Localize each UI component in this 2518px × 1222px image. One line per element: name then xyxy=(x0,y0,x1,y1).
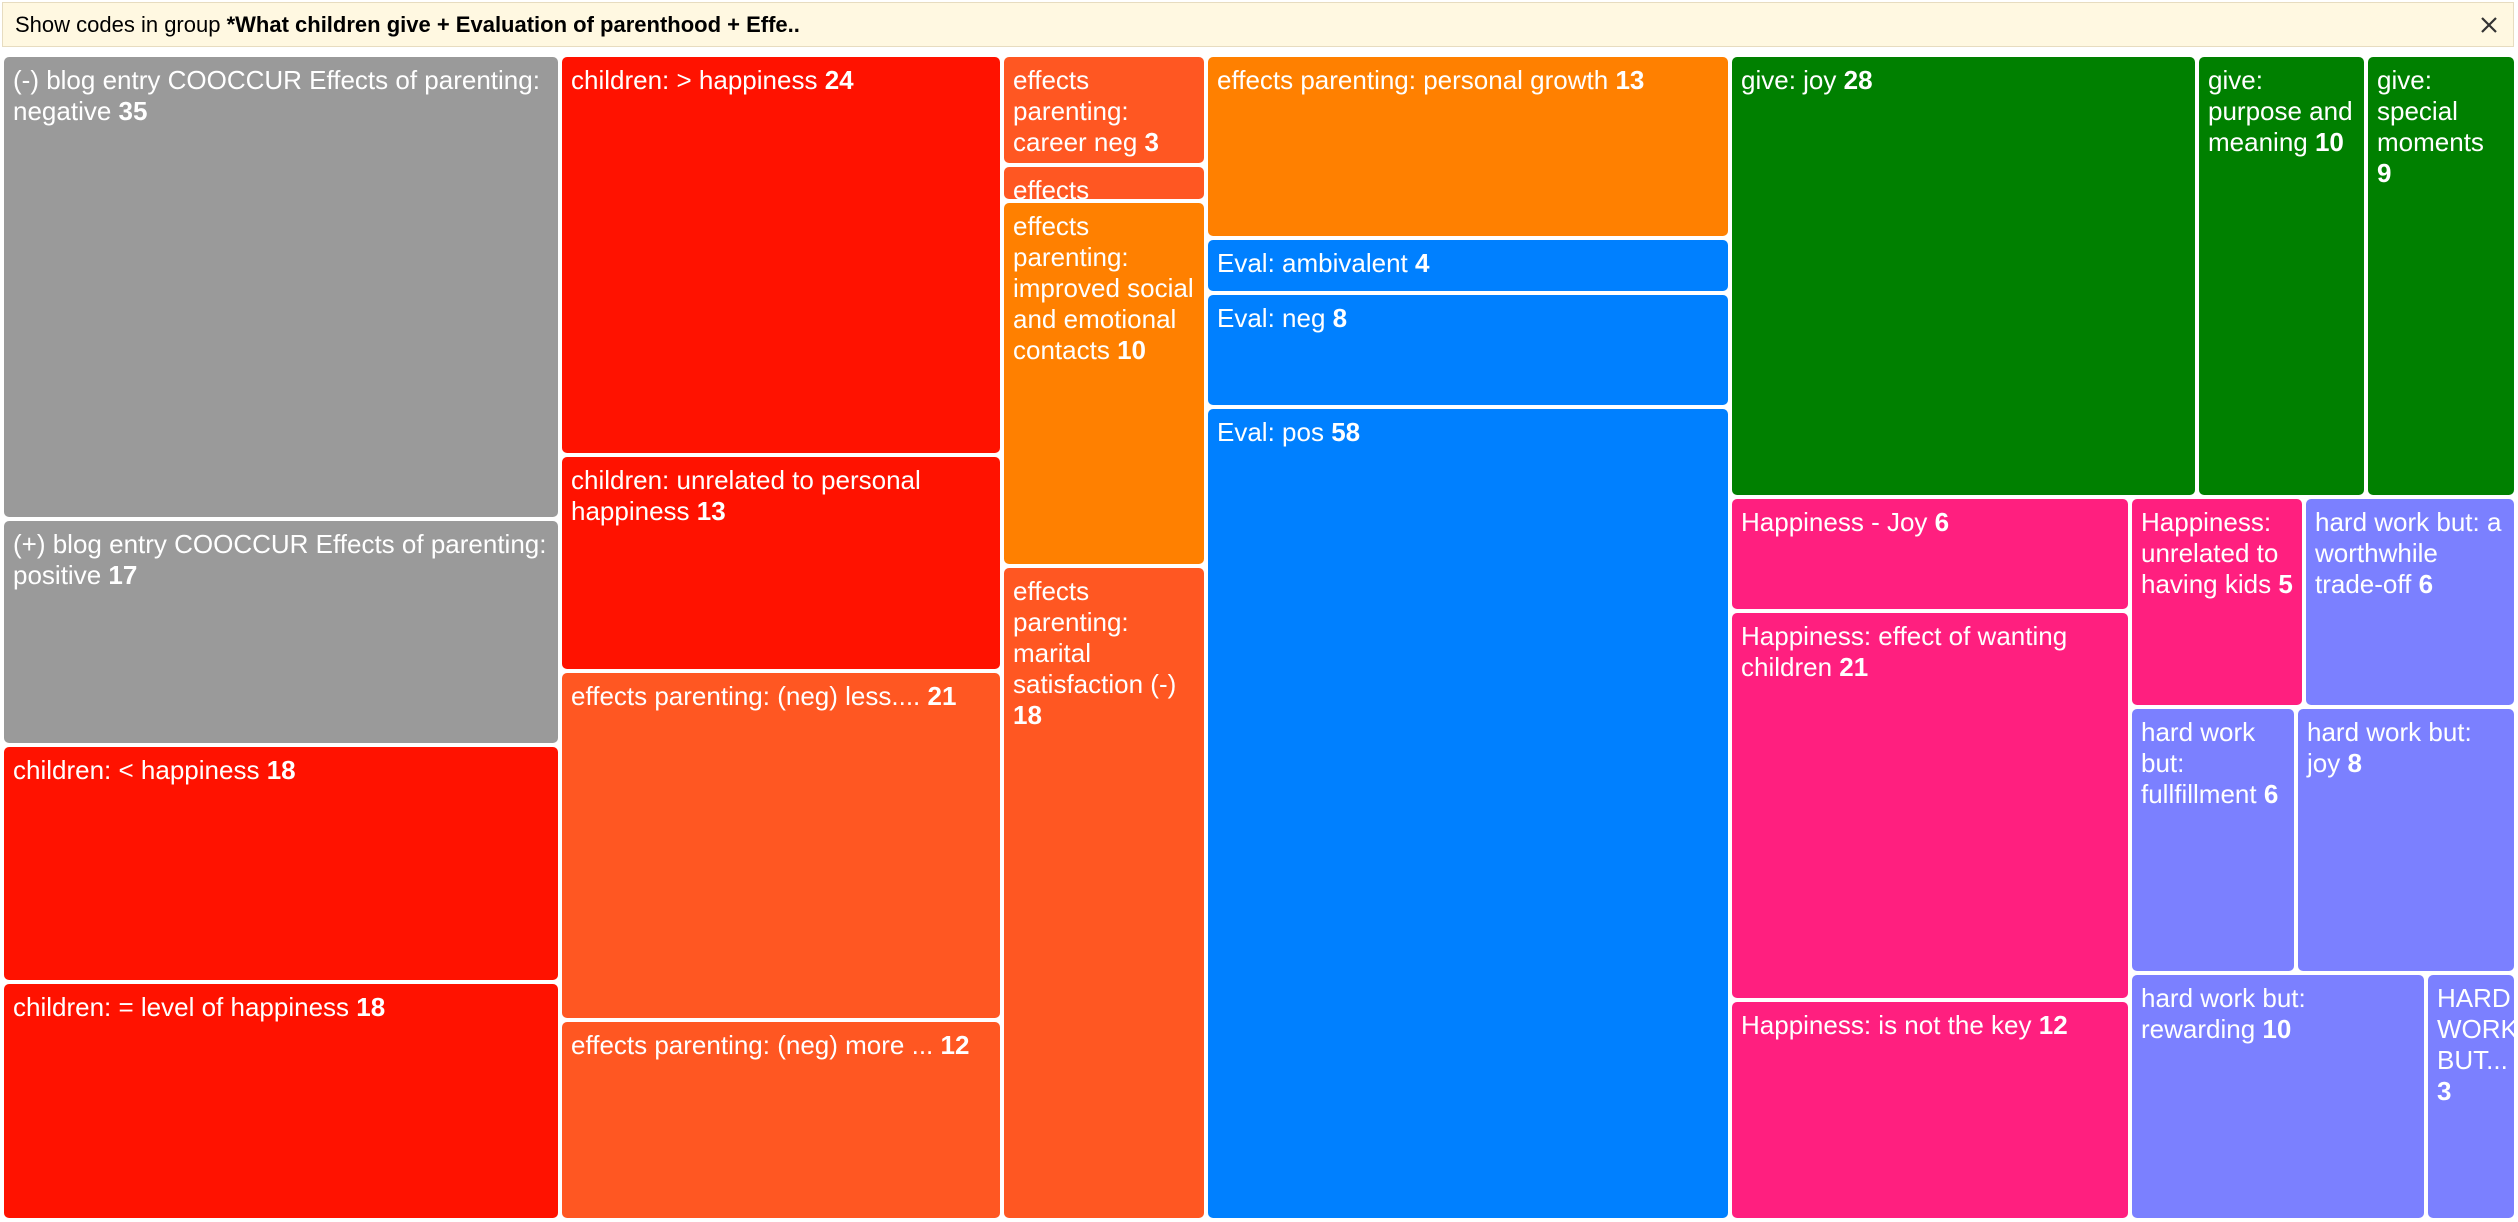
code-tile-blog-entry-cooccur-effects-of-parenting-positive[interactable]: (+) blog entry COOCCUR Effects of parent… xyxy=(4,521,558,743)
code-tile-children-unrelated-to-personal-happiness[interactable]: children: unrelated to personal happines… xyxy=(562,457,1000,669)
code-label: children: > happiness xyxy=(571,65,818,95)
code-label: give: purpose and meaning xyxy=(2208,65,2353,157)
code-label: effects parenting: marital satisfaction … xyxy=(1013,576,1177,699)
code-tile-effects-parenting-career-neg[interactable]: effects parenting: career neg 3 xyxy=(1004,57,1204,163)
code-count: 28 xyxy=(1843,65,1873,95)
code-label: effects parenting: (neg) less.... xyxy=(571,681,921,711)
code-count: 12 xyxy=(940,1030,970,1060)
code-tile-happiness-effect-of-wanting-children[interactable]: Happiness: effect of wanting children 21 xyxy=(1732,613,2128,998)
code-label: (-) blog entry COOCCUR Effects of parent… xyxy=(13,65,540,126)
code-count: 8 xyxy=(1332,303,1348,333)
code-tile-give-joy[interactable]: give: joy 28 xyxy=(1732,57,2195,495)
group-name: *What children give + Evaluation of pare… xyxy=(226,12,800,37)
code-count: 10 xyxy=(1117,335,1146,365)
code-count: 4 xyxy=(1415,248,1430,278)
code-label: effects parenting: (neg) more ... xyxy=(571,1030,934,1060)
code-count: 6 xyxy=(2263,779,2279,809)
code-count: 18 xyxy=(266,755,296,785)
code-tile-hard-work-but-fullfillment[interactable]: hard work but: fullfillment 6 xyxy=(2132,709,2294,971)
code-count: 21 xyxy=(1839,652,1869,682)
code-label: hard work but: joy xyxy=(2307,717,2472,778)
group-filter-label: Show codes in group *What children give … xyxy=(15,12,800,38)
code-count: 6 xyxy=(1934,507,1950,537)
code-tile-hard-work-but-joy[interactable]: hard work but: joy 8 xyxy=(2298,709,2514,971)
code-label: Happiness: unrelated to having kids xyxy=(2141,507,2279,599)
code-label: HARD WORK BUT... xyxy=(2437,983,2514,1075)
code-tile-children-happiness[interactable]: children: > happiness 24 xyxy=(562,57,1000,453)
group-filter-bar: Show codes in group *What children give … xyxy=(2,2,2514,47)
code-count: 13 xyxy=(696,496,726,526)
code-count: 8 xyxy=(2347,748,2362,778)
code-count: 18 xyxy=(356,992,386,1022)
code-count: 12 xyxy=(2038,1010,2068,1040)
code-label: Eval: ambivalent xyxy=(1217,248,1408,278)
code-count: 35 xyxy=(118,96,148,126)
code-label: effects parenting: improved social and e… xyxy=(1013,211,1194,365)
code-tile-eval-ambivalent[interactable]: Eval: ambivalent 4 xyxy=(1208,240,1728,291)
code-label: Happiness: is not the key xyxy=(1741,1010,2032,1040)
code-count: 10 xyxy=(2262,1014,2292,1044)
code-tile-effects-parenting-neg-less[interactable]: effects parenting: (neg) less.... 21 xyxy=(562,673,1000,1018)
code-label: give: special moments xyxy=(2377,65,2484,157)
code-label: children: < happiness xyxy=(13,755,260,785)
code-count: 21 xyxy=(927,681,957,711)
code-count: 10 xyxy=(2314,127,2344,157)
code-label: hard work but: a worthwhile trade-off xyxy=(2315,507,2502,599)
code-tile-eval-neg[interactable]: Eval: neg 8 xyxy=(1208,295,1728,405)
code-tile-give-purpose-and-meaning[interactable]: give: purpose and meaning 10 xyxy=(2199,57,2364,495)
code-count: 58 xyxy=(1331,417,1361,447)
code-count: 18 xyxy=(1013,700,1042,730)
code-tile-children-level-of-happiness[interactable]: children: = level of happiness 18 xyxy=(4,984,558,1218)
code-label: Eval: pos xyxy=(1217,417,1324,447)
code-tile-give-special-moments[interactable]: give: special moments 9 xyxy=(2368,57,2514,495)
code-label: give: joy xyxy=(1741,65,1837,95)
code-tile-blog-entry-cooccur-effects-of-parenting-negative[interactable]: (-) blog entry COOCCUR Effects of parent… xyxy=(4,57,558,517)
code-label: Eval: neg xyxy=(1217,303,1326,333)
close-icon[interactable] xyxy=(2471,7,2507,43)
code-count: 24 xyxy=(824,65,854,95)
code-label: hard work but: fullfillment xyxy=(2141,717,2257,809)
code-tile-effects-parenting-neg-more[interactable]: effects parenting: (neg) more ... 12 xyxy=(562,1022,1000,1218)
code-tile-effects-parenting-improved-social-and-emotional-[interactable]: effects parenting: improved social and e… xyxy=(1004,203,1204,564)
code-count: 13 xyxy=(1615,65,1645,95)
code-count: 9 xyxy=(2377,158,2392,188)
code-count: 6 xyxy=(2418,569,2434,599)
code-label: hard work but: rewarding xyxy=(2141,983,2306,1044)
group-filter-prefix: Show codes in group xyxy=(15,12,227,37)
code-label: children: unrelated to personal happines… xyxy=(571,465,921,526)
code-count: 3 xyxy=(2437,1076,2452,1106)
code-tile-effects-parenting-marital-satisfaction[interactable]: effects parenting: marital satisfaction … xyxy=(1004,568,1204,1218)
code-label: effects parenting: career neg xyxy=(1013,65,1138,157)
code-tile-happiness-is-not-the-key[interactable]: Happiness: is not the key 12 xyxy=(1732,1002,2128,1218)
code-label: children: = level of happiness xyxy=(13,992,350,1022)
code-label: (+) blog entry COOCCUR Effects of parent… xyxy=(13,529,547,590)
code-tile-happiness-joy[interactable]: Happiness - Joy 6 xyxy=(1732,499,2128,609)
code-label: Happiness - Joy xyxy=(1741,507,1928,537)
code-tile-hard-work-but[interactable]: HARD WORK BUT... 3 xyxy=(2428,975,2514,1218)
code-count: 5 xyxy=(2278,569,2293,599)
code-tile-happiness-unrelated-to-having-kids[interactable]: Happiness: unrelated to having kids 5 xyxy=(2132,499,2302,705)
code-tile-hard-work-but-rewarding[interactable]: hard work but: rewarding 10 xyxy=(2132,975,2424,1218)
code-tile-effects[interactable]: effects xyxy=(1004,167,1204,199)
code-tile-children-happiness[interactable]: children: < happiness 18 xyxy=(4,747,558,980)
code-count: 3 xyxy=(1144,127,1160,157)
code-tile-effects-parenting-personal-growth[interactable]: effects parenting: personal growth 13 xyxy=(1208,57,1728,236)
code-label: effects parenting: personal growth xyxy=(1217,65,1609,95)
code-tile-eval-pos[interactable]: Eval: pos 58 xyxy=(1208,409,1728,1218)
code-label: Happiness: effect of wanting children xyxy=(1741,621,2068,682)
code-count: 17 xyxy=(108,560,138,590)
code-tile-hard-work-but-a-worthwhile-trade-off[interactable]: hard work but: a worthwhile trade-off 6 xyxy=(2306,499,2514,705)
code-label: effects xyxy=(1013,175,1090,199)
